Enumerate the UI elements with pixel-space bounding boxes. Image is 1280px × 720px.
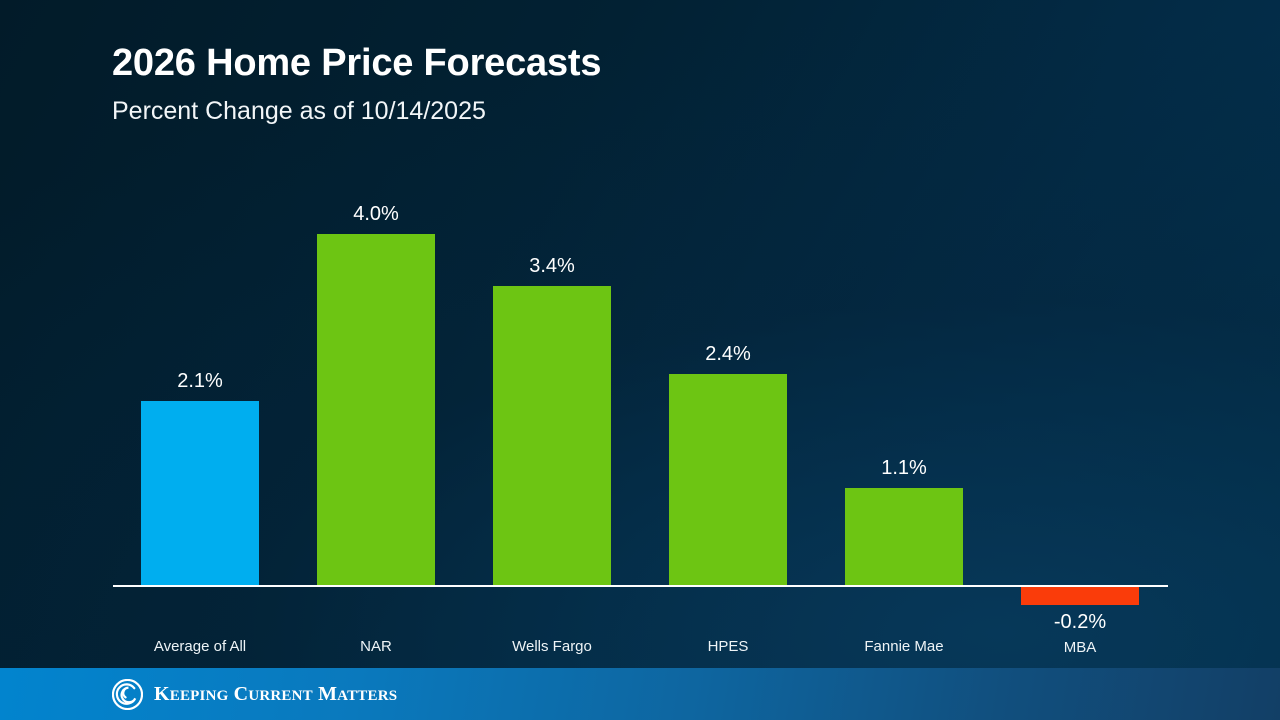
bar-group-mba: -0.2% MBA	[992, 0, 1168, 668]
bar-category-label: NAR	[360, 638, 392, 655]
bar-value-label: -0.2%	[1053, 610, 1107, 633]
bar-chart: 2.1% Average of All 4.0% NAR 3.4% Wells Fargo…	[112, 0, 1168, 668]
bar-category-label: Wells Fargo	[512, 638, 592, 655]
bar-value-label: 2.1%	[177, 369, 223, 392]
bar-category-label: MBA	[1063, 638, 1097, 656]
brand-wordmark: KEEPING CURRENT MATTERS	[154, 682, 398, 705]
bar-value-label: 1.1%	[881, 457, 927, 480]
bar-value-label: 3.4%	[529, 255, 575, 278]
bar-mba[interactable]	[1021, 587, 1139, 605]
bar-nar[interactable]	[317, 233, 435, 585]
brand-footer: KEEPING CURRENT MATTERS	[0, 668, 1280, 720]
bar-value-label: 2.4%	[705, 343, 751, 366]
kcm-swirl-icon	[112, 678, 143, 710]
bar-group-hpes: 2.4% HPES	[640, 0, 816, 668]
brand-lockup: KEEPING CURRENT MATTERS	[112, 668, 397, 720]
page-title: 2026 Home Price Forecasts	[112, 42, 602, 84]
bar-category-label: HPES	[707, 638, 749, 655]
bar-group-nar: 4.0% NAR	[288, 0, 464, 668]
bar-category-label: Fannie Mae	[864, 638, 944, 655]
bar-group-wells-fargo: 3.4% Wells Fargo	[464, 0, 640, 668]
bar-average-of-all[interactable]	[141, 400, 259, 585]
page-subtitle: Percent Change as of 10/14/2025	[112, 96, 486, 125]
bar-group-average-of-all: 2.1% Average of All	[112, 0, 288, 668]
bar-fannie-mae[interactable]	[845, 488, 963, 585]
bar-wells-fargo[interactable]	[493, 286, 611, 585]
bar-hpes[interactable]	[669, 374, 787, 585]
slide-header: 2026 Home Price Forecasts Percent Change…	[112, 42, 1162, 126]
bar-group-fannie-mae: 1.1% Fannie Mae	[816, 0, 992, 668]
bar-category-label: Average of All	[153, 638, 247, 655]
zero-baseline-axis	[113, 585, 1168, 587]
bar-value-label: 4.0%	[353, 202, 399, 225]
